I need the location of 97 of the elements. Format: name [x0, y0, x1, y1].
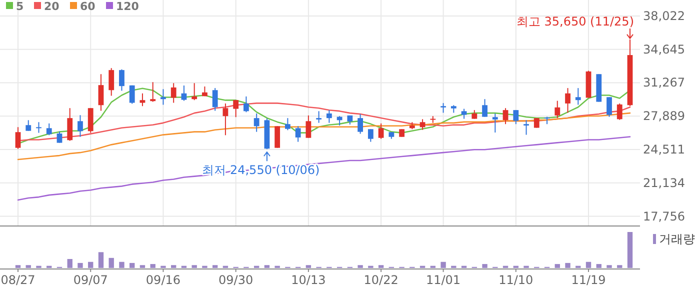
- candlestick: [616, 102, 622, 120]
- candlestick: [461, 108, 467, 120]
- bar: [108, 258, 114, 268]
- candlestick: [192, 82, 198, 101]
- bar: [98, 252, 104, 268]
- candlestick: [306, 114, 312, 138]
- x-tick-label: 11/10: [498, 273, 534, 287]
- candlestick: [482, 98, 488, 118]
- candlestick: [160, 88, 166, 106]
- y-tick-label: 27,889: [643, 109, 685, 124]
- x-tick-label: 10/13: [291, 273, 326, 287]
- y-tick-label: 17,756: [643, 209, 685, 224]
- candlestick: [119, 68, 124, 92]
- x-tick-label: 09/07: [73, 273, 108, 287]
- y-tick-label: 24,511: [643, 142, 685, 157]
- bar: [378, 265, 384, 268]
- bar: [554, 264, 560, 268]
- bar: [140, 265, 146, 268]
- y-tick-label: 34,645: [643, 42, 685, 56]
- candlestick: [295, 126, 301, 142]
- candlestick: [554, 100, 560, 119]
- bar: [88, 262, 94, 268]
- bar: [171, 265, 176, 268]
- candlestick: [129, 84, 135, 104]
- bar: [150, 264, 156, 268]
- candlestick: [502, 108, 508, 125]
- candlestick: [56, 131, 62, 144]
- bar: [119, 262, 124, 268]
- bar: [67, 259, 72, 268]
- candlestick: [316, 110, 322, 124]
- candlestick: [26, 120, 32, 132]
- candlestick: [67, 108, 73, 142]
- candlestick: [513, 110, 519, 125]
- candlestick: [606, 96, 612, 118]
- candlestick: [368, 128, 374, 142]
- bar: [78, 262, 83, 268]
- candlestick: [524, 120, 529, 136]
- x-tick-label: 10/22: [364, 273, 398, 287]
- candlestick: [326, 110, 332, 124]
- candlestick: [440, 102, 446, 114]
- candlestick: [140, 92, 146, 107]
- bar: [306, 265, 312, 268]
- bar: [596, 264, 602, 268]
- candlestick: [78, 114, 83, 138]
- bar: [264, 265, 270, 268]
- bar: [192, 265, 197, 268]
- candlestick: [212, 88, 218, 112]
- x-tick-label: 08/27: [0, 273, 36, 287]
- bar: [358, 265, 363, 268]
- candlestick: [336, 116, 342, 126]
- candlestick: [420, 118, 426, 130]
- candlestick: [534, 118, 540, 128]
- legend-label: 거래량: [659, 232, 695, 246]
- bar: [440, 262, 446, 268]
- bar: [606, 265, 612, 268]
- candlestick: [36, 122, 42, 134]
- bar: [482, 264, 488, 268]
- bar: [627, 232, 633, 268]
- bar: [586, 262, 592, 268]
- x-tick-label: 11/01: [426, 273, 461, 287]
- candlestick: [378, 122, 384, 140]
- candlestick: [170, 82, 176, 104]
- y-tick-label: 38,022: [643, 9, 685, 23]
- legend-label: 5: [16, 0, 24, 13]
- x-tick-label: 09/16: [146, 273, 181, 287]
- bar: [212, 265, 218, 268]
- bar: [15, 265, 21, 268]
- candlestick: [358, 114, 363, 134]
- candlestick: [181, 84, 187, 102]
- bar: [26, 265, 31, 268]
- line-series: [17, 136, 631, 201]
- candlestick: [108, 68, 114, 96]
- candlestick: [88, 108, 94, 134]
- candlestick: [233, 100, 239, 118]
- legend-label: 20: [44, 0, 60, 13]
- x-tick-label: 09/30: [218, 273, 254, 287]
- candlestick: [254, 112, 260, 132]
- x-tick-label: 11/19: [571, 273, 606, 287]
- legend-label: 120: [116, 0, 140, 13]
- legend-label: 60: [80, 0, 96, 13]
- annotation: 최고 35,650 (11/25): [516, 14, 634, 28]
- candlestick: [222, 102, 228, 136]
- candlestick: [98, 74, 104, 112]
- candlestick: [575, 88, 581, 106]
- candlestick: [285, 118, 290, 131]
- bar: [130, 262, 135, 268]
- candlestick: [15, 126, 21, 150]
- candlestick: [244, 96, 249, 113]
- candlestick: [565, 88, 570, 114]
- y-tick-label: 31,267: [643, 76, 685, 90]
- candlestick: [150, 82, 156, 102]
- candlestick: [492, 112, 498, 134]
- candlestick: [274, 126, 280, 148]
- bar: [565, 262, 570, 268]
- y-tick-label: 21,134: [643, 176, 685, 190]
- candlestick: [46, 122, 52, 136]
- bar: [617, 265, 622, 268]
